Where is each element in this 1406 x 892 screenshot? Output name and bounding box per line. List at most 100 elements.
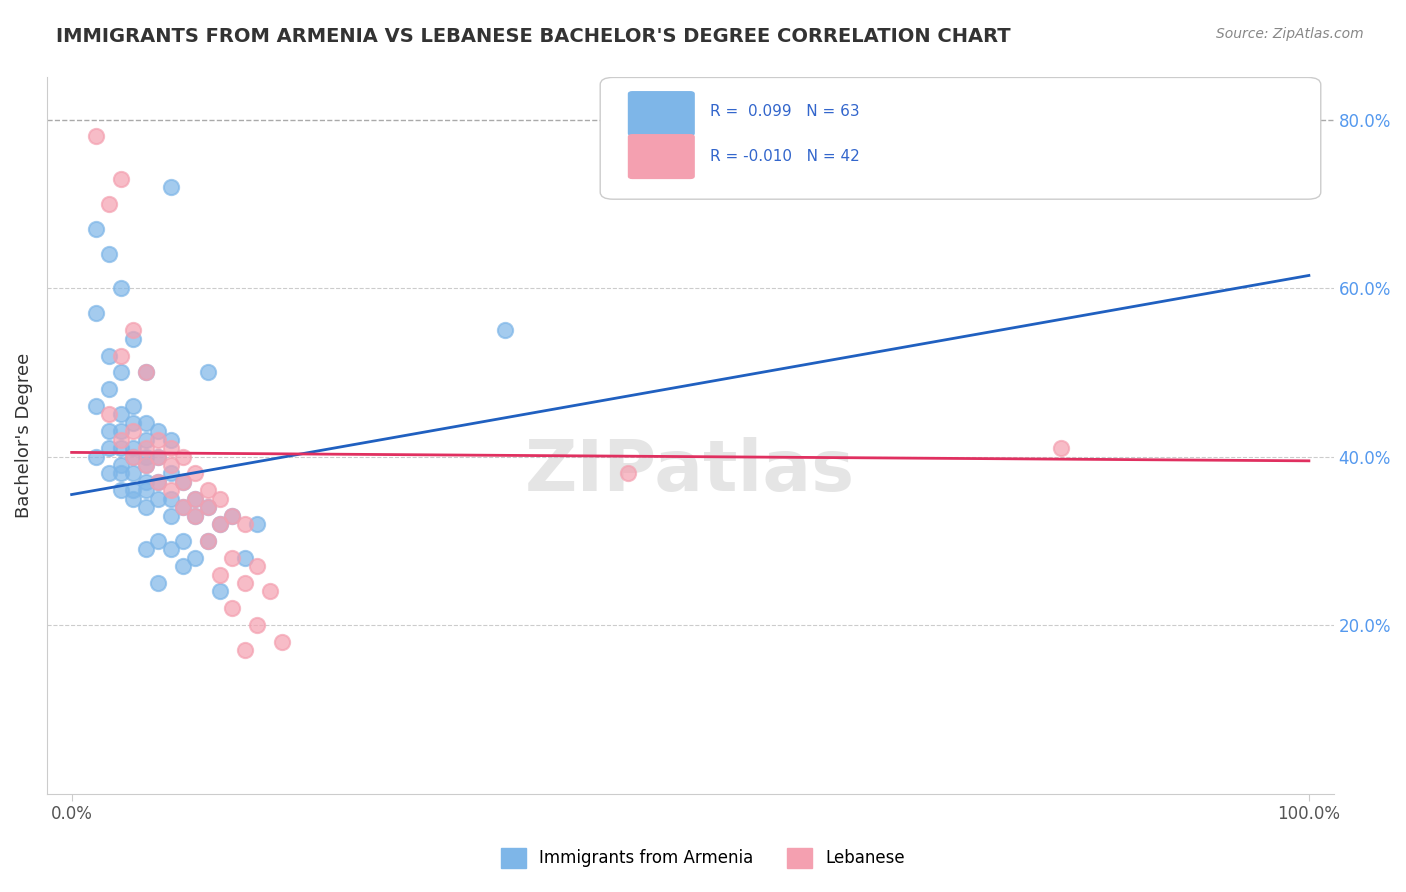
Point bbox=[159, 467, 181, 481]
Point bbox=[135, 500, 157, 515]
Point bbox=[246, 516, 269, 531]
Point bbox=[197, 500, 219, 515]
Text: IMMIGRANTS FROM ARMENIA VS LEBANESE BACHELOR'S DEGREE CORRELATION CHART: IMMIGRANTS FROM ARMENIA VS LEBANESE BACH… bbox=[56, 27, 1011, 45]
Point bbox=[271, 635, 294, 649]
Text: R = -0.010   N = 42: R = -0.010 N = 42 bbox=[710, 149, 859, 164]
Text: Source: ZipAtlas.com: Source: ZipAtlas.com bbox=[1216, 27, 1364, 41]
Point bbox=[110, 281, 132, 295]
Point bbox=[246, 618, 269, 632]
Point bbox=[148, 433, 170, 447]
FancyBboxPatch shape bbox=[600, 78, 1320, 199]
Point bbox=[172, 533, 194, 548]
Point bbox=[135, 542, 157, 557]
Point bbox=[135, 433, 157, 447]
Point bbox=[135, 365, 157, 379]
Point bbox=[135, 475, 157, 489]
Point bbox=[122, 399, 145, 413]
Point bbox=[148, 425, 170, 439]
Point bbox=[97, 408, 120, 422]
FancyBboxPatch shape bbox=[628, 135, 695, 178]
Point bbox=[246, 559, 269, 574]
Point bbox=[221, 601, 243, 615]
Point bbox=[184, 508, 207, 523]
Point bbox=[233, 643, 256, 657]
Point bbox=[221, 550, 243, 565]
Point bbox=[135, 450, 157, 464]
Point bbox=[197, 483, 219, 498]
Point bbox=[148, 475, 170, 489]
Point bbox=[86, 399, 108, 413]
Point bbox=[110, 365, 132, 379]
Point bbox=[148, 576, 170, 591]
Point bbox=[97, 197, 120, 211]
Point bbox=[110, 458, 132, 472]
Point bbox=[159, 483, 181, 498]
Point bbox=[122, 441, 145, 455]
Point bbox=[172, 475, 194, 489]
Point bbox=[209, 516, 232, 531]
Point bbox=[110, 433, 132, 447]
Point bbox=[122, 332, 145, 346]
Point bbox=[148, 533, 170, 548]
Point bbox=[97, 467, 120, 481]
Point bbox=[135, 416, 157, 430]
Point bbox=[159, 433, 181, 447]
Point bbox=[110, 467, 132, 481]
Point bbox=[233, 576, 256, 591]
Point bbox=[159, 491, 181, 506]
Point bbox=[159, 441, 181, 455]
Point bbox=[159, 180, 181, 194]
Point bbox=[148, 475, 170, 489]
Point bbox=[184, 550, 207, 565]
Text: ZIPatlas: ZIPatlas bbox=[526, 437, 855, 506]
Point bbox=[197, 533, 219, 548]
Point bbox=[617, 467, 640, 481]
FancyBboxPatch shape bbox=[628, 92, 695, 136]
Point bbox=[122, 416, 145, 430]
Point bbox=[197, 365, 219, 379]
Point bbox=[97, 349, 120, 363]
Point bbox=[221, 508, 243, 523]
Point bbox=[135, 483, 157, 498]
Point bbox=[209, 516, 232, 531]
Point bbox=[86, 306, 108, 320]
Point bbox=[197, 533, 219, 548]
Point bbox=[110, 441, 132, 455]
Point bbox=[122, 467, 145, 481]
Point bbox=[86, 129, 108, 144]
Point bbox=[86, 222, 108, 236]
Point bbox=[135, 458, 157, 472]
Point bbox=[135, 458, 157, 472]
Point bbox=[148, 491, 170, 506]
Point bbox=[110, 425, 132, 439]
Point bbox=[172, 475, 194, 489]
Y-axis label: Bachelor's Degree: Bachelor's Degree bbox=[15, 353, 32, 518]
Point bbox=[172, 559, 194, 574]
Point bbox=[1050, 441, 1073, 455]
Point bbox=[86, 450, 108, 464]
Point bbox=[209, 491, 232, 506]
Point bbox=[159, 508, 181, 523]
Point bbox=[221, 508, 243, 523]
Point bbox=[148, 450, 170, 464]
Point bbox=[233, 516, 256, 531]
Point bbox=[172, 500, 194, 515]
Point bbox=[135, 441, 157, 455]
Point bbox=[233, 550, 256, 565]
Point bbox=[122, 483, 145, 498]
Point bbox=[184, 491, 207, 506]
Point bbox=[97, 425, 120, 439]
Point bbox=[110, 171, 132, 186]
Point bbox=[135, 365, 157, 379]
Point bbox=[197, 500, 219, 515]
Point bbox=[122, 450, 145, 464]
Point bbox=[97, 382, 120, 396]
Legend: Immigrants from Armenia, Lebanese: Immigrants from Armenia, Lebanese bbox=[495, 841, 911, 875]
Text: R =  0.099   N = 63: R = 0.099 N = 63 bbox=[710, 104, 859, 120]
Point bbox=[184, 491, 207, 506]
Point bbox=[110, 408, 132, 422]
Point bbox=[122, 491, 145, 506]
Point bbox=[209, 567, 232, 582]
Point bbox=[184, 508, 207, 523]
Point bbox=[172, 500, 194, 515]
